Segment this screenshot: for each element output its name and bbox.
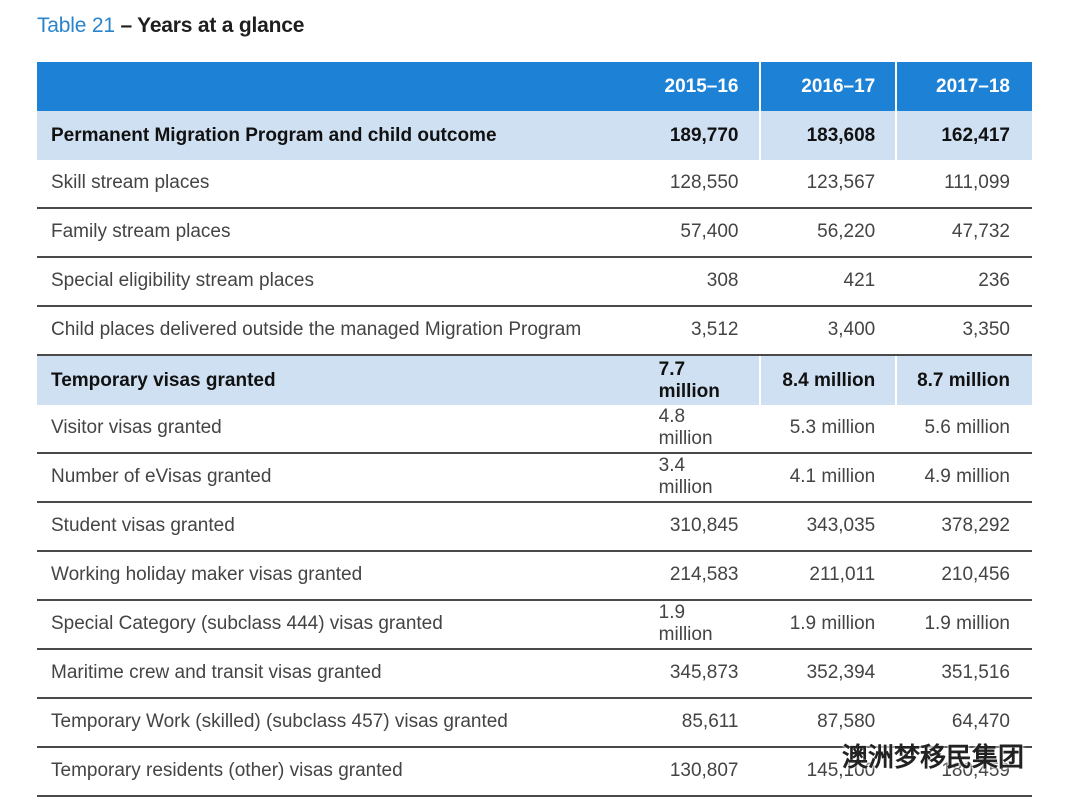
table-row: Student visas granted 310,845 343,035 378,2… xyxy=(37,503,1032,552)
table-row: Working holiday maker visas granted 214,5… xyxy=(37,552,1032,601)
table-row: Temporary residents (other) visas grante… xyxy=(37,748,1032,797)
row-value: 7.7 million xyxy=(658,356,759,405)
row-value: 85,611 xyxy=(681,711,739,732)
title-number: Table 21 xyxy=(37,14,115,37)
row-value: 211,011 xyxy=(809,564,876,585)
title-text: – Years at a glance xyxy=(120,14,305,37)
table-row: Skill stream places 128,550 123,567 111,099 xyxy=(37,160,1032,209)
header-row: 2015–16 2016–17 2017–18 xyxy=(37,62,1032,111)
row-value: 310,845 xyxy=(669,515,739,536)
row-value: 123,567 xyxy=(806,172,876,193)
watermark: 澳洲梦移民集团 xyxy=(842,742,1025,772)
table-row: Family stream places 57,400 56,220 47,732 xyxy=(37,209,1032,258)
row-label: Family stream places xyxy=(51,221,231,242)
row-value: 351,516 xyxy=(941,662,1010,683)
row-label: Number of eVisas granted xyxy=(51,466,272,487)
row-value: 3,400 xyxy=(827,319,876,340)
table-row: Visitor visas granted 4.8 million 5.3 mill… xyxy=(37,405,1032,454)
header-cell xyxy=(37,62,659,111)
row-value: 8.7 million xyxy=(897,356,1032,405)
row-label: Permanent Migration Program and child ou… xyxy=(37,111,659,160)
row-value: 1.9 million xyxy=(924,613,1010,634)
row-value: 352,394 xyxy=(806,662,876,683)
row-value: 56,220 xyxy=(817,221,876,242)
row-value: 4.1 million xyxy=(789,466,876,487)
row-label: Temporary visas granted xyxy=(37,356,659,405)
table-row: Number of eVisas granted 3.4 million 4.1 m… xyxy=(37,454,1032,503)
row-value: 308 xyxy=(706,270,739,291)
row-value: 236 xyxy=(978,270,1010,291)
row-value: 4.9 million xyxy=(924,466,1010,487)
column-header: 2015–16 xyxy=(658,62,759,111)
row-label: Student visas granted xyxy=(51,515,235,536)
row-value: 1.9 million xyxy=(658,602,713,645)
row-value: 343,035 xyxy=(806,515,876,536)
column-header: 2016–17 xyxy=(760,62,896,111)
row-label: Special Category (subclass 444) visas gr… xyxy=(51,613,443,634)
row-value: 57,400 xyxy=(680,221,739,242)
row-value: 214,583 xyxy=(669,564,739,585)
row-value: 111,099 xyxy=(944,172,1010,193)
section-row: Permanent Migration Program and child ou… xyxy=(37,111,1032,160)
row-value: 1.9 million xyxy=(789,613,876,634)
table: 2015–16 2016–17 2017–18 Permanent Migration… xyxy=(37,62,1032,797)
row-value: 210,456 xyxy=(941,564,1010,585)
section-row: Temporary visas granted 7.7 million 8.4 mi… xyxy=(37,356,1032,405)
row-label: Visitor visas granted xyxy=(51,417,222,438)
row-value: 183,608 xyxy=(760,111,896,160)
row-value: 3,512 xyxy=(690,319,739,340)
column-header: 2017–18 xyxy=(897,62,1032,111)
row-value: 4.8 million xyxy=(658,406,713,449)
table-title: Table 21 – Years at a glance xyxy=(37,14,304,38)
row-value: 5.6 million xyxy=(924,417,1010,438)
row-label: Maritime crew and transit visas granted xyxy=(51,662,382,683)
table-row: Maritime crew and transit visas granted 3… xyxy=(37,650,1032,699)
row-value: 421 xyxy=(843,270,876,291)
row-value: 180,459 xyxy=(941,760,1010,781)
row-value: 3,350 xyxy=(962,319,1010,340)
row-value: 162,417 xyxy=(897,111,1032,160)
row-value: 64,470 xyxy=(951,711,1010,732)
row-label: Special eligibility stream places xyxy=(51,270,314,291)
row-value: 87,580 xyxy=(817,711,876,732)
row-value: 47,732 xyxy=(951,221,1010,242)
row-value: 3.4 million xyxy=(658,455,713,498)
row-value: 5.3 million xyxy=(789,417,876,438)
row-value: 378,292 xyxy=(941,515,1010,536)
table-row: Special Category (subclass 444) visas gr… xyxy=(37,601,1032,650)
row-value: 145,100 xyxy=(806,760,876,781)
row-label: Temporary residents (other) visas grante… xyxy=(51,760,403,781)
row-label: Skill stream places xyxy=(51,172,210,193)
row-label: Temporary Work (skilled) (subclass 457) … xyxy=(51,711,508,732)
row-value: 8.4 million xyxy=(760,356,896,405)
row-label: Child places delivered outside the manag… xyxy=(51,319,582,340)
row-value: 189,770 xyxy=(658,111,759,160)
table-row: Child places delivered outside the manag… xyxy=(37,307,1032,356)
table-row: Special eligibility stream places 308 421 2… xyxy=(37,258,1032,307)
row-value: 130,807 xyxy=(669,760,739,781)
table-row: Temporary Work (skilled) (subclass 457) … xyxy=(37,699,1032,748)
row-value: 128,550 xyxy=(669,172,739,193)
row-label: Working holiday maker visas granted xyxy=(51,564,363,585)
row-value: 345,873 xyxy=(669,662,739,683)
